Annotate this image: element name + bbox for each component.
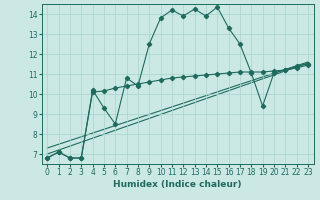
X-axis label: Humidex (Indice chaleur): Humidex (Indice chaleur): [113, 180, 242, 189]
